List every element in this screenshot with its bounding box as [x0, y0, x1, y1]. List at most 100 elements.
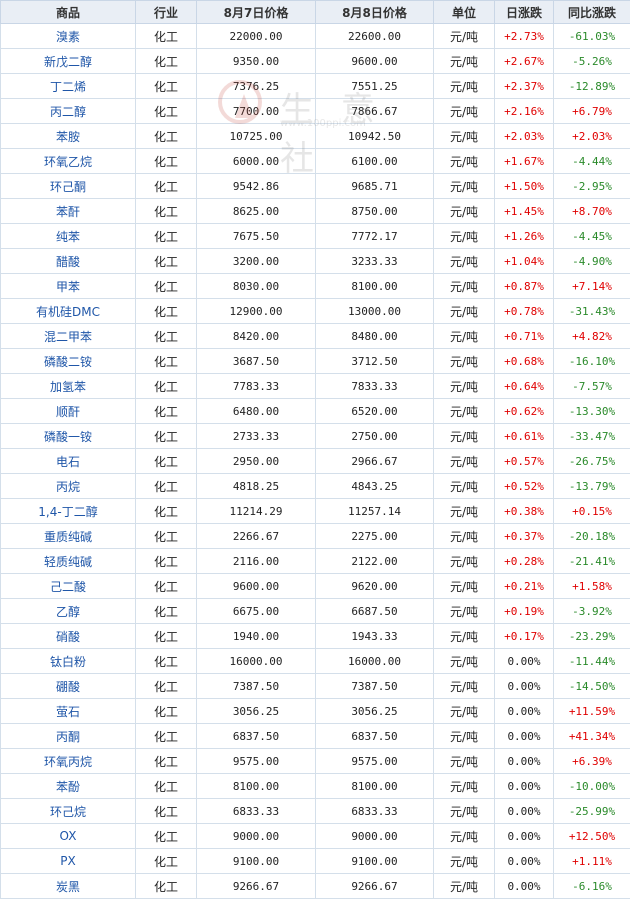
price-aug8-cell: 6100.00: [315, 148, 434, 174]
price-aug7-cell: 3056.25: [196, 698, 316, 724]
commodity-cell[interactable]: 萤石: [0, 698, 136, 724]
commodity-cell[interactable]: 醋酸: [0, 248, 136, 274]
table-row: OX 化工 9000.00 9000.00 元/吨 0.00% +12.50%: [0, 823, 630, 849]
unit-cell: 元/吨: [433, 798, 495, 824]
commodity-cell[interactable]: 环己酮: [0, 173, 136, 199]
industry-cell: 化工: [135, 473, 197, 499]
commodity-cell[interactable]: 加氢苯: [0, 373, 136, 399]
commodity-cell[interactable]: 溴素: [0, 23, 136, 49]
price-aug7-cell: 11214.29: [196, 498, 316, 524]
daily-change-cell: 0.00%: [494, 823, 554, 849]
header-commodity[interactable]: 商品: [0, 0, 136, 24]
commodity-cell[interactable]: 丙烷: [0, 473, 136, 499]
price-aug7-cell: 9600.00: [196, 573, 316, 599]
commodity-cell[interactable]: 有机硅DMC: [0, 298, 136, 324]
commodity-cell[interactable]: 混二甲苯: [0, 323, 136, 349]
industry-cell: 化工: [135, 48, 197, 74]
table-row: 苯胺 化工 10725.00 10942.50 元/吨 +2.03% +2.03%: [0, 123, 630, 149]
price-aug7-cell: 9266.67: [196, 873, 316, 899]
yoy-change-cell: -2.95%: [553, 173, 630, 199]
commodity-cell[interactable]: 乙醇: [0, 598, 136, 624]
price-aug8-cell: 13000.00: [315, 298, 434, 324]
table-row: 醋酸 化工 3200.00 3233.33 元/吨 +1.04% -4.90%: [0, 248, 630, 274]
price-aug7-cell: 6833.33: [196, 798, 316, 824]
yoy-change-cell: +7.14%: [553, 273, 630, 299]
commodity-cell[interactable]: 环己烷: [0, 798, 136, 824]
table-row: 丙烷 化工 4818.25 4843.25 元/吨 +0.52% -13.79%: [0, 473, 630, 499]
commodity-cell[interactable]: 苯胺: [0, 123, 136, 149]
price-aug8-cell: 2275.00: [315, 523, 434, 549]
commodity-cell[interactable]: 纯苯: [0, 223, 136, 249]
daily-change-cell: +0.21%: [494, 573, 554, 599]
header-unit[interactable]: 单位: [433, 0, 495, 24]
industry-cell: 化工: [135, 848, 197, 874]
unit-cell: 元/吨: [433, 698, 495, 724]
daily-change-cell: 0.00%: [494, 873, 554, 899]
commodity-cell[interactable]: 硝酸: [0, 623, 136, 649]
commodity-cell[interactable]: 丙酮: [0, 723, 136, 749]
yoy-change-cell: -61.03%: [553, 23, 630, 49]
daily-change-cell: 0.00%: [494, 773, 554, 799]
commodity-cell[interactable]: 轻质纯碱: [0, 548, 136, 574]
price-aug8-cell: 9575.00: [315, 748, 434, 774]
industry-cell: 化工: [135, 498, 197, 524]
yoy-change-cell: -26.75%: [553, 448, 630, 474]
commodity-cell[interactable]: 己二酸: [0, 573, 136, 599]
industry-cell: 化工: [135, 748, 197, 774]
commodity-cell[interactable]: 苯酐: [0, 198, 136, 224]
yoy-change-cell: -13.79%: [553, 473, 630, 499]
commodity-cell[interactable]: 新戊二醇: [0, 48, 136, 74]
header-price-aug7[interactable]: 8月7日价格: [196, 0, 316, 24]
header-daily-change[interactable]: 日涨跌: [494, 0, 554, 24]
yoy-change-cell: +8.70%: [553, 198, 630, 224]
unit-cell: 元/吨: [433, 348, 495, 374]
price-aug7-cell: 1940.00: [196, 623, 316, 649]
commodity-cell[interactable]: 1,4-丁二醇: [0, 498, 136, 524]
commodity-cell[interactable]: 丙二醇: [0, 98, 136, 124]
daily-change-cell: 0.00%: [494, 648, 554, 674]
header-price-aug8[interactable]: 8月8日价格: [315, 0, 434, 24]
price-aug8-cell: 9600.00: [315, 48, 434, 74]
daily-change-cell: +0.28%: [494, 548, 554, 574]
commodity-cell[interactable]: 甲苯: [0, 273, 136, 299]
commodity-cell[interactable]: 重质纯碱: [0, 523, 136, 549]
unit-cell: 元/吨: [433, 248, 495, 274]
commodity-cell[interactable]: 磷酸二铵: [0, 348, 136, 374]
yoy-change-cell: -4.90%: [553, 248, 630, 274]
commodity-cell[interactable]: 硼酸: [0, 673, 136, 699]
daily-change-cell: +0.68%: [494, 348, 554, 374]
price-aug7-cell: 7700.00: [196, 98, 316, 124]
commodity-cell[interactable]: 环氧乙烷: [0, 148, 136, 174]
header-industry[interactable]: 行业: [135, 0, 197, 24]
daily-change-cell: 0.00%: [494, 673, 554, 699]
daily-change-cell: +1.26%: [494, 223, 554, 249]
table-row: 丙二醇 化工 7700.00 7866.67 元/吨 +2.16% +6.79%: [0, 98, 630, 124]
commodity-cell[interactable]: 苯酚: [0, 773, 136, 799]
price-aug7-cell: 2116.00: [196, 548, 316, 574]
price-aug7-cell: 9350.00: [196, 48, 316, 74]
header-yoy-change[interactable]: 同比涨跌: [553, 0, 630, 24]
unit-cell: 元/吨: [433, 73, 495, 99]
commodity-cell[interactable]: PX: [0, 848, 136, 874]
commodity-cell[interactable]: 电石: [0, 448, 136, 474]
commodity-cell[interactable]: 丁二烯: [0, 73, 136, 99]
commodity-cell[interactable]: 环氧丙烷: [0, 748, 136, 774]
price-aug8-cell: 7866.67: [315, 98, 434, 124]
commodity-cell[interactable]: 磷酸一铵: [0, 423, 136, 449]
daily-change-cell: +2.67%: [494, 48, 554, 74]
industry-cell: 化工: [135, 273, 197, 299]
daily-change-cell: +0.52%: [494, 473, 554, 499]
price-aug8-cell: 2966.67: [315, 448, 434, 474]
commodity-cell[interactable]: 钛白粉: [0, 648, 136, 674]
price-aug7-cell: 22000.00: [196, 23, 316, 49]
unit-cell: 元/吨: [433, 823, 495, 849]
commodity-cell[interactable]: OX: [0, 823, 136, 849]
commodity-cell[interactable]: 顺酐: [0, 398, 136, 424]
table-row: 炭黑 化工 9266.67 9266.67 元/吨 0.00% -6.16%: [0, 873, 630, 899]
unit-cell: 元/吨: [433, 223, 495, 249]
price-aug7-cell: 9100.00: [196, 848, 316, 874]
industry-cell: 化工: [135, 673, 197, 699]
commodity-cell[interactable]: 炭黑: [0, 873, 136, 899]
unit-cell: 元/吨: [433, 98, 495, 124]
yoy-change-cell: -6.16%: [553, 873, 630, 899]
